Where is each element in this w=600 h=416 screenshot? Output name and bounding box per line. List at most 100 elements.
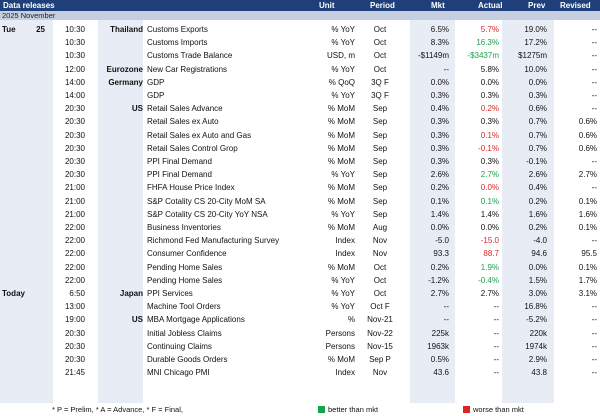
- cell-prev: 0.2%: [528, 223, 547, 232]
- cell-prev: 0.0%: [528, 262, 547, 272]
- cell-period: Sep P: [369, 355, 391, 364]
- cell-time: 10:30: [64, 38, 85, 48]
- cell-period: Sep: [372, 143, 388, 153]
- cell-actual: -15.0: [480, 236, 499, 246]
- date-band: 2025 November: [0, 11, 600, 20]
- cell-prev: 1974k: [525, 341, 547, 351]
- cell-actual: 0.3%: [480, 157, 499, 166]
- cell-revised: 2.7%: [578, 170, 597, 180]
- cell-prev: 0.3%: [528, 91, 547, 100]
- cell-prev: 0.7%: [528, 130, 547, 140]
- cell-revised: --: [591, 64, 597, 74]
- cell-region: Japan: [119, 289, 143, 298]
- header-title: Data releases: [3, 1, 55, 10]
- cell-actual: 2.7%: [480, 170, 499, 180]
- cell-period: Sep: [372, 170, 388, 180]
- table-row: 20:30 Initial Jobless Claims Persons Nov-22…: [0, 328, 600, 339]
- cell-period: Oct: [373, 51, 387, 61]
- cell-prev: $1275m: [518, 51, 547, 61]
- cell-unit: Persons: [325, 341, 355, 351]
- cell-mkt: 0.2%: [430, 183, 449, 193]
- cell-revised: --: [591, 104, 597, 114]
- cell-indicator: Retail Sales ex Auto and Gas: [147, 130, 252, 140]
- cell-prev: 10.0%: [524, 64, 547, 74]
- cell-time: 20:30: [64, 157, 85, 166]
- cell-actual: 1.9%: [480, 262, 499, 272]
- cell-actual: --: [493, 341, 499, 351]
- cell-period: Nov: [372, 368, 388, 378]
- cell-indicator: PPI Final Demand: [147, 157, 212, 166]
- footer-note: * P = Prelim, * A = Advance, * F = Final…: [52, 405, 183, 414]
- cell-unit: % MoM: [327, 262, 355, 272]
- cell-actual: 5.8%: [480, 64, 499, 74]
- table-row: Today 6:50 Japan PPI Services % YoY Oct 2.7% 2.…: [0, 288, 600, 299]
- cell-prev: 19.0%: [524, 25, 547, 34]
- cell-unit: Index: [335, 236, 355, 246]
- cell-actual: 5.7%: [480, 25, 499, 34]
- cell-mkt: 0.5%: [430, 355, 449, 364]
- cell-time: 20:30: [64, 170, 85, 180]
- cell-actual: --: [493, 355, 499, 364]
- cell-unit: % YoY: [331, 289, 355, 298]
- cell-indicator: New Car Registrations: [147, 64, 228, 74]
- cell-period: Oct: [373, 64, 387, 74]
- cell-mkt: 225k: [431, 328, 449, 338]
- cell-period: Sep: [372, 157, 388, 166]
- cell-prev: 0.2%: [528, 196, 547, 206]
- cell-region: Eurozone: [106, 64, 143, 74]
- cell-actual: --: [493, 368, 499, 378]
- cell-prev: 43.8: [531, 368, 547, 378]
- cell-period: Nov-22: [367, 328, 393, 338]
- cell-revised: 0.1%: [578, 223, 597, 232]
- cell-indicator: Continuing Claims: [147, 341, 212, 351]
- cell-indicator: Durable Goods Orders: [147, 355, 228, 364]
- cell-time: 20:30: [64, 104, 85, 114]
- cell-period: 3Q F: [371, 77, 389, 87]
- cell-time: 21:00: [64, 209, 85, 219]
- cell-time: 14:00: [64, 77, 85, 87]
- cell-revised: --: [591, 328, 597, 338]
- table-row: 21:45 MNI Chicago PMI Index Nov 43.6 -- 43.8 --: [0, 367, 600, 378]
- cell-mkt: 1963k: [427, 341, 449, 351]
- cell-actual: --: [493, 328, 499, 338]
- cell-actual: -$3437m: [467, 51, 499, 61]
- cell-prev: 16.8%: [524, 302, 547, 312]
- cell-actual: 0.2%: [480, 104, 499, 114]
- cell-revised: --: [591, 368, 597, 378]
- table-row: 12:00 Eurozone New Car Registrations % YoY O…: [0, 64, 600, 75]
- cell-mkt: --: [443, 64, 449, 74]
- cell-revised: --: [591, 51, 597, 61]
- cell-prev: 0.6%: [528, 104, 547, 114]
- cell-unit: % YoY: [331, 38, 355, 48]
- cell-region: US: [131, 315, 143, 325]
- cell-period: 3Q F: [371, 91, 389, 100]
- cell-revised: --: [591, 157, 597, 166]
- cell-mkt: 0.3%: [430, 130, 449, 140]
- table-row: 20:30 Continuing Claims Persons Nov-15 1963k…: [0, 341, 600, 352]
- cell-region: Germany: [108, 77, 143, 87]
- cell-prev: 0.7%: [528, 143, 547, 153]
- cell-period: Oct: [373, 25, 387, 34]
- cell-region: Thailand: [110, 25, 143, 34]
- table-row: Tue 25 10:30 Thailand Customs Exports % YoY Oc…: [0, 24, 600, 35]
- cell-unit: % YoY: [331, 91, 355, 100]
- cell-mkt: 0.0%: [430, 223, 449, 232]
- cell-revised: --: [591, 355, 597, 364]
- better-legend-swatch: [318, 406, 325, 413]
- cell-period: Sep: [372, 183, 388, 193]
- cell-revised: --: [591, 341, 597, 351]
- cell-time: 22:00: [64, 275, 85, 285]
- day-col-bg: [0, 20, 53, 403]
- cell-revised: 0.6%: [578, 130, 597, 140]
- cell-period: Sep: [372, 130, 388, 140]
- cell-revised: --: [591, 183, 597, 193]
- table-row: 14:00 GDP % YoY 3Q F 0.3% 0.3% 0.3% --: [0, 90, 600, 101]
- cell-revised: 0.1%: [578, 262, 597, 272]
- cell-unit: % YoY: [331, 25, 355, 34]
- cell-prev: -0.1%: [526, 157, 547, 166]
- cell-prev: -4.0: [533, 236, 547, 246]
- table-row: 22:00 Consumer Confidence Index Nov 93.3 88.7…: [0, 248, 600, 259]
- cell-unit: % YoY: [331, 209, 355, 219]
- cell-actual: 2.7%: [480, 289, 499, 298]
